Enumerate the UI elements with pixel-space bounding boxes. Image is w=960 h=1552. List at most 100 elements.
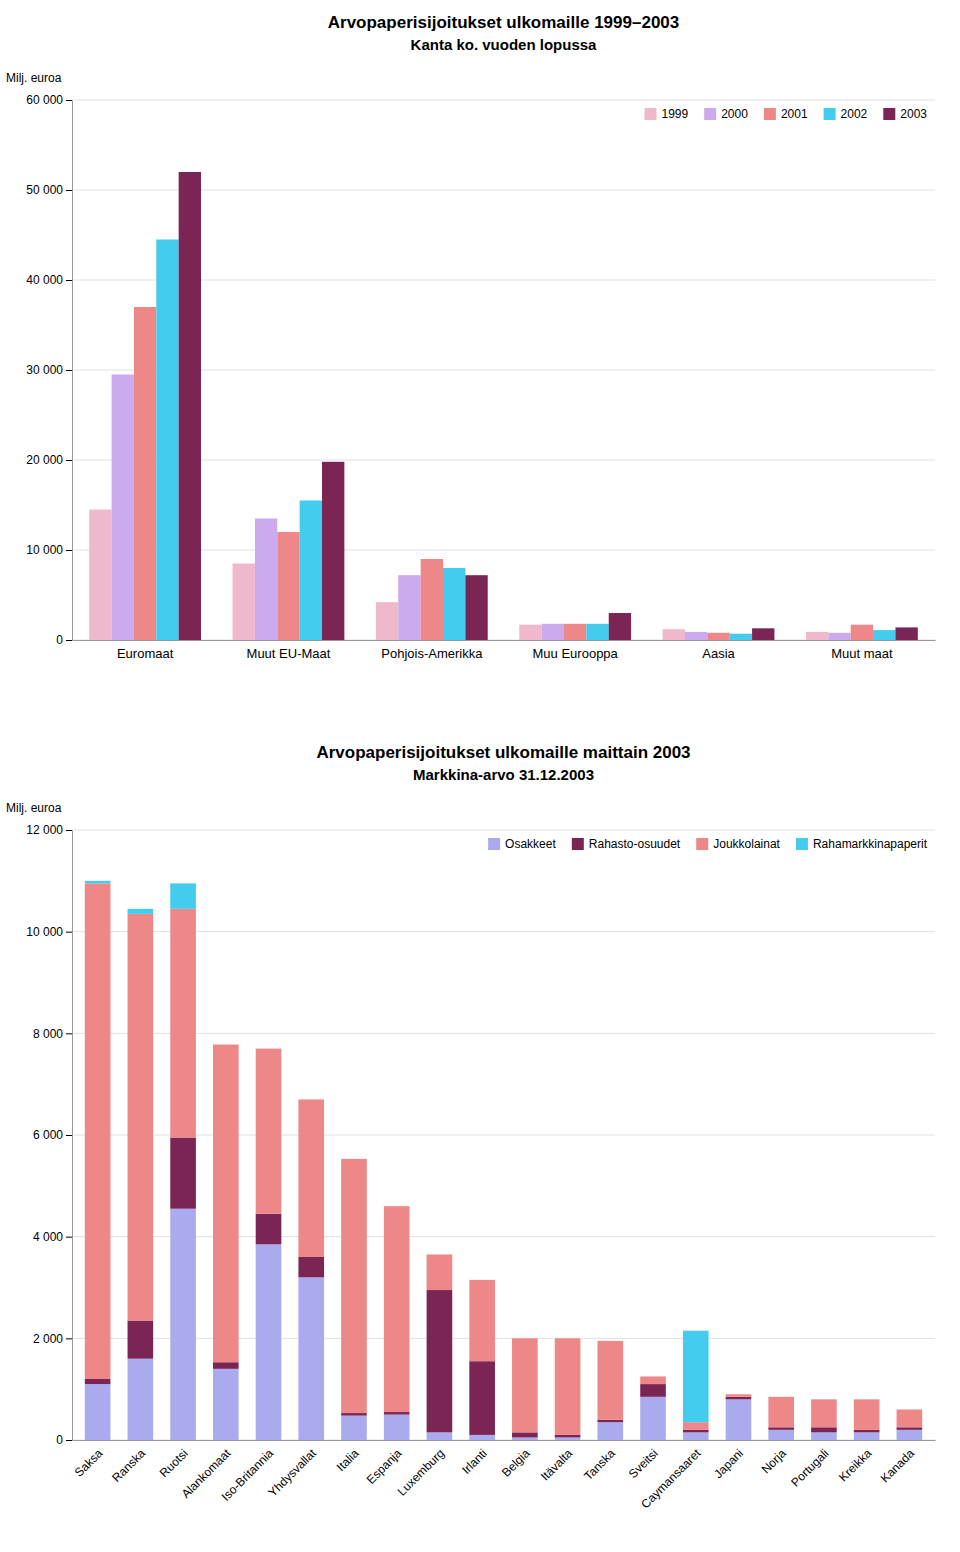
grid-line [72,460,935,461]
legend-label: Osakkeet [505,837,556,851]
bar [427,1290,453,1432]
grid-line [72,1033,935,1034]
chart-title: Arvopaperisijoitukset ulkomaille maittai… [316,743,690,762]
tick-mark [66,280,72,281]
bar [640,1384,666,1397]
legend-swatch [696,838,708,850]
bar [213,1369,239,1440]
bars [85,881,922,1440]
axis-line [72,831,73,1441]
grid-line [72,931,935,932]
bar [128,1321,154,1359]
bar [256,1214,282,1245]
tick-label: 0 [56,633,63,647]
legend-item: Rahasto-osuudet [572,837,681,851]
bar [768,1397,794,1428]
bar [213,1044,239,1045]
tick: 12 000 [26,823,72,837]
tick-label: Japani [711,1446,746,1481]
tick-label: 30 000 [26,363,63,377]
bar [640,1397,666,1440]
bar [384,1415,410,1440]
x-axis: EuromaatMuut EU-MaatPohjois-AmerikkaMuu … [73,641,936,662]
bar [768,1430,794,1440]
tick-label: Iso-Britannia [219,1446,277,1504]
tick: Sveitsi [626,1446,661,1481]
legend-swatch [488,838,500,850]
bar [854,1399,880,1400]
bar [427,1254,453,1255]
page-svg: Arvopaperisijoitukset ulkomaille 1999–20… [0,0,960,1552]
legend-swatch [764,108,776,120]
bar [233,564,255,641]
bar [806,632,828,640]
bar [322,462,344,640]
tick: Muut maat [831,646,893,661]
tick: Japani [711,1446,746,1481]
legend-label: 2002 [841,107,868,121]
bar [609,613,631,640]
bar [170,883,196,908]
tick: Kreikka [836,1446,874,1484]
bar [427,1432,453,1440]
bar [128,909,154,914]
legend-item: 2003 [883,107,927,121]
tick-label: Aasia [702,646,735,661]
axis-line [73,640,936,641]
bar [255,519,277,641]
legend-label: Joukkolainat [713,837,780,851]
bar [555,1435,581,1438]
bar [341,1416,367,1440]
y-axis-title: Milj. euroa [6,71,62,85]
bar [828,633,850,640]
tick-label: Caymansaaret [638,1446,704,1512]
tick: Saksa [72,1446,106,1480]
tick-mark [66,640,72,641]
legend-swatch [572,838,584,850]
grid-line [72,370,935,371]
bar [213,1362,239,1369]
grid-line [72,550,935,551]
grid-line [72,190,935,191]
bar [443,568,465,640]
tick-label: 60 000 [26,93,63,107]
tick: Yhdysvallat [266,1446,320,1500]
y-axis: 010 00020 00030 00040 00050 00060 000 [26,93,72,647]
tick-label: Portugali [788,1446,831,1489]
tick-label: Saksa [72,1446,106,1480]
bar [469,1279,495,1280]
legend-item: Rahamarkkinapaperit [796,837,928,851]
plot-area [89,172,918,640]
bar [112,375,134,641]
bar [854,1430,880,1433]
bar [555,1338,581,1435]
bar [555,1338,581,1339]
legend: 19992000200120022003 [644,107,927,121]
series [134,307,873,640]
series [85,883,922,1435]
grid-line [72,1338,935,1339]
tick: 4 000 [33,1230,72,1244]
legend-label: Rahamarkkinapaperit [813,837,928,851]
tick-mark [66,1440,72,1441]
tick: Norja [759,1446,789,1476]
axis-line [73,1440,936,1441]
plot-area [85,881,922,1440]
tick-label: 10 000 [26,543,63,557]
grid-line [72,1440,935,1441]
bar [683,1432,709,1440]
bar [564,624,586,640]
bar [683,1430,709,1433]
legend-item: 2001 [764,107,808,121]
series [85,881,709,1422]
tick: 60 000 [26,93,72,107]
tick: Tanska [581,1446,618,1483]
bar [726,1394,752,1397]
bar [895,627,917,640]
bar [597,1422,623,1440]
tick-label: 6 000 [33,1128,63,1142]
legend-item: Osakkeet [488,837,556,851]
tick-mark [66,1135,72,1136]
bar [726,1394,752,1395]
series [156,240,895,641]
